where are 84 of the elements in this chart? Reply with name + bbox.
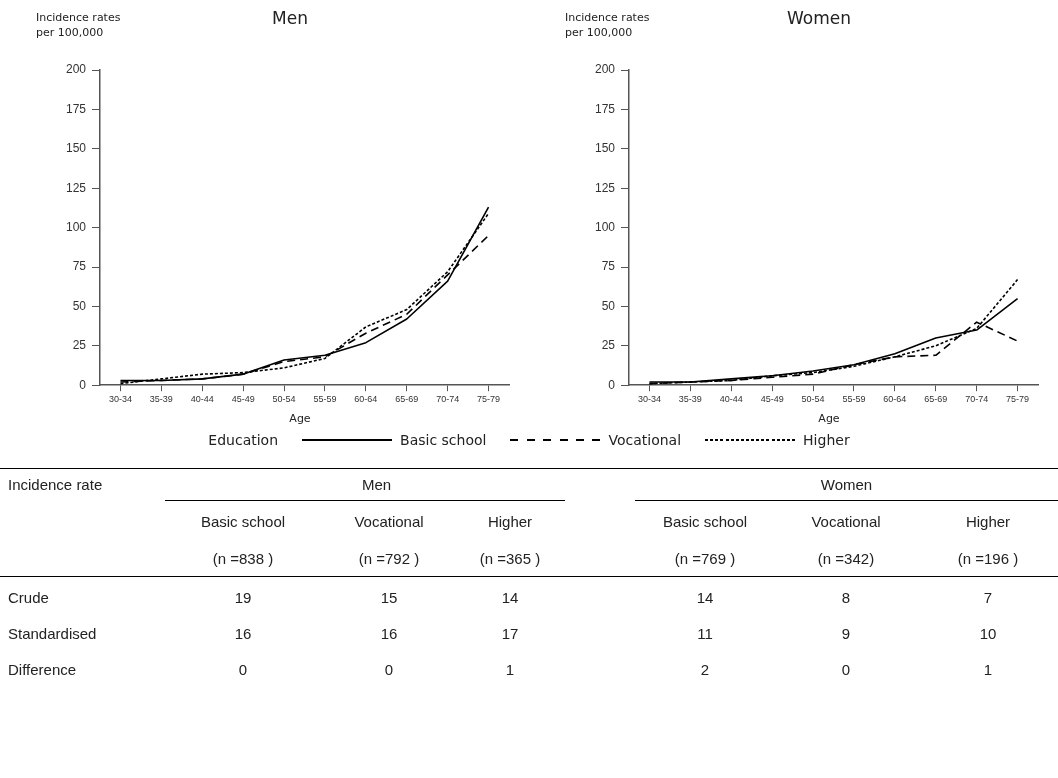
x-axis-title: Age xyxy=(288,412,312,425)
x-tick-label: 45-49 xyxy=(231,394,255,405)
y-tick-label: 100 xyxy=(594,219,616,234)
text: Men xyxy=(361,475,392,493)
y-tick-label: 200 xyxy=(594,62,616,77)
text: (n =792 ) xyxy=(358,549,420,567)
chart-title: Women xyxy=(786,8,851,28)
text: (n =196 ) xyxy=(957,549,1019,567)
text: Incidence rate xyxy=(8,475,103,493)
x-tick-label: 40-44 xyxy=(719,394,743,405)
y-tick-label: 50 xyxy=(601,298,616,313)
x-tick-label: 60-64 xyxy=(354,394,378,405)
text: 1 xyxy=(505,660,515,678)
y-tick-label: 50 xyxy=(72,298,87,313)
y-tick-label: 100 xyxy=(65,219,87,234)
y-axis-title: Incidence rates per 100,000 xyxy=(36,10,122,40)
x-tick-label: 75-79 xyxy=(1006,394,1030,405)
text: Crude xyxy=(8,588,49,606)
text: (n =769 ) xyxy=(674,549,736,567)
text: 8 xyxy=(841,588,851,606)
text: Higher xyxy=(487,512,533,530)
x-tick-label: 75-79 xyxy=(477,394,501,405)
y-tick-label: 175 xyxy=(594,101,616,116)
y-tick-label: 0 xyxy=(79,377,87,392)
text: 19 xyxy=(234,588,252,606)
text: (n =838 ) xyxy=(212,549,274,567)
x-tick-label: 30-34 xyxy=(637,394,661,405)
text: Women xyxy=(820,475,873,493)
legend-label: Higher xyxy=(803,432,850,448)
y-tick-label: 25 xyxy=(72,338,87,353)
x-tick-label: 40-44 xyxy=(190,394,214,405)
y-axis-title: Incidence rates per 100,000 xyxy=(565,10,651,40)
text: Vocational xyxy=(354,512,424,530)
x-tick-label: 50-54 xyxy=(801,394,825,405)
x-tick-label: 55-59 xyxy=(842,394,866,405)
x-tick-label: 60-64 xyxy=(883,394,907,405)
chart-title: Men xyxy=(272,8,308,28)
y-tick-label: 75 xyxy=(72,259,87,274)
text: 17 xyxy=(501,624,519,642)
text: 16 xyxy=(234,624,252,642)
text: 0 xyxy=(384,660,394,678)
y-tick-label: 200 xyxy=(65,62,87,77)
text: (n =342) xyxy=(817,549,875,567)
text: Vocational xyxy=(811,512,881,530)
text: 1 xyxy=(983,660,993,678)
text: 10 xyxy=(979,624,997,642)
text: 16 xyxy=(380,624,398,642)
text: 14 xyxy=(501,588,519,606)
x-tick-label: 50-54 xyxy=(272,394,296,405)
x-tick-label: 65-69 xyxy=(395,394,419,405)
y-tick-label: 125 xyxy=(65,180,87,195)
y-tick-label: 175 xyxy=(65,101,87,116)
text: 11 xyxy=(697,624,713,642)
text: 2 xyxy=(700,660,710,678)
text: Higher xyxy=(965,512,1011,530)
x-tick-label: 65-69 xyxy=(924,394,948,405)
x-tick-label: 55-59 xyxy=(313,394,337,405)
legend-title: Education xyxy=(208,432,279,448)
y-tick-label: 125 xyxy=(594,180,616,195)
text: (n =365 ) xyxy=(479,549,541,567)
x-tick-label: 70-74 xyxy=(965,394,989,405)
x-tick-label: 30-34 xyxy=(108,394,132,405)
x-tick-label: 35-39 xyxy=(678,394,702,405)
text: 0 xyxy=(841,660,851,678)
x-axis-title: Age xyxy=(817,412,841,425)
text: 15 xyxy=(380,588,398,606)
y-tick-label: 150 xyxy=(65,141,87,156)
legend-label: Vocational xyxy=(608,432,682,448)
text: Basic school xyxy=(662,512,748,530)
text: 14 xyxy=(696,588,714,606)
y-tick-label: 0 xyxy=(608,377,616,392)
x-tick-label: 35-39 xyxy=(149,394,173,405)
legend-label: Basic school xyxy=(400,432,487,448)
text: Basic school xyxy=(200,512,286,530)
text: Standardised xyxy=(8,624,97,642)
text: Difference xyxy=(8,660,77,678)
y-tick-label: 25 xyxy=(601,338,616,353)
text: 9 xyxy=(841,624,851,642)
y-tick-label: 150 xyxy=(594,141,616,156)
text: 0 xyxy=(238,660,248,678)
x-tick-label: 70-74 xyxy=(436,394,460,405)
text: 7 xyxy=(983,588,993,606)
y-tick-label: 75 xyxy=(601,259,616,274)
x-tick-label: 45-49 xyxy=(760,394,784,405)
